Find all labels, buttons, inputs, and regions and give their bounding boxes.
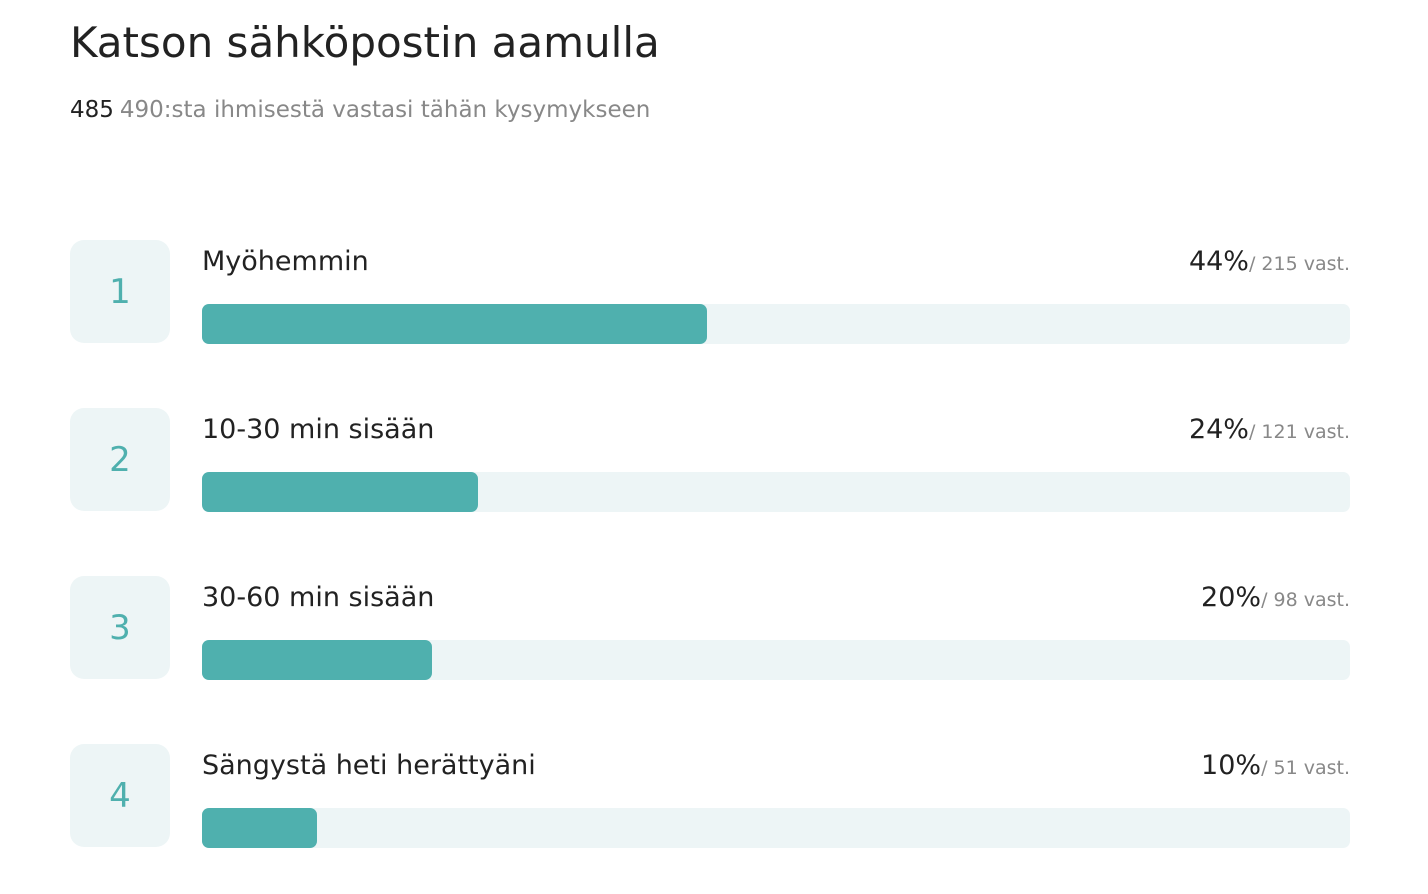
bar xyxy=(202,640,432,680)
percent-label: 10% xyxy=(1201,750,1262,781)
option-label: 10-30 min sisään xyxy=(202,414,435,445)
bar-track xyxy=(202,304,1350,344)
percent-label: 24% xyxy=(1188,414,1249,445)
option-result: 44%/ 215 vast. xyxy=(1189,246,1350,277)
bar-track xyxy=(202,472,1350,512)
percent-label: 20% xyxy=(1201,582,1262,613)
poll-option: 1 Myöhemmin 44%/ 215 vast. xyxy=(70,240,1350,344)
option-label: Sängystä heti herättyäni xyxy=(202,750,536,781)
title: Katson sähköpostin aamulla xyxy=(70,18,660,67)
vote-count: / 121 vast. xyxy=(1248,421,1350,443)
bar xyxy=(202,304,708,344)
rank-badge: 2 xyxy=(70,408,170,511)
subtitle-text: 490:sta ihmisestä vastasi tähän kysymyks… xyxy=(119,97,651,123)
option-label: Myöhemmin xyxy=(202,246,369,277)
vote-count: / 51 vast. xyxy=(1261,757,1350,779)
option-label: 30-60 min sisään xyxy=(202,582,435,613)
percent-label: 44% xyxy=(1188,246,1249,277)
option-result: 10%/ 51 vast. xyxy=(1201,750,1350,781)
vote-count: / 98 vast. xyxy=(1261,589,1350,611)
subtitle: 485 490:sta ihmisestä vastasi tähän kysym… xyxy=(70,97,650,123)
poll-option: 2 10-30 min sisään 24%/ 121 vast. xyxy=(70,408,1350,512)
poll-option: 4 Sängystä heti herättyäni 10%/ 51 vast. xyxy=(70,744,1350,848)
bar xyxy=(202,808,317,848)
rank-badge: 3 xyxy=(70,576,170,679)
rank-badge: 1 xyxy=(70,240,170,343)
rank-badge: 4 xyxy=(70,744,170,847)
vote-count: / 215 vast. xyxy=(1248,253,1350,275)
bar-track xyxy=(202,640,1350,680)
option-result: 24%/ 121 vast. xyxy=(1189,414,1350,445)
bar-track xyxy=(202,808,1350,848)
poll-option: 3 30-60 min sisään 20%/ 98 vast. xyxy=(70,576,1350,680)
option-result: 20%/ 98 vast. xyxy=(1201,582,1350,613)
bar xyxy=(202,472,478,512)
respondent-count: 485 xyxy=(70,97,114,123)
